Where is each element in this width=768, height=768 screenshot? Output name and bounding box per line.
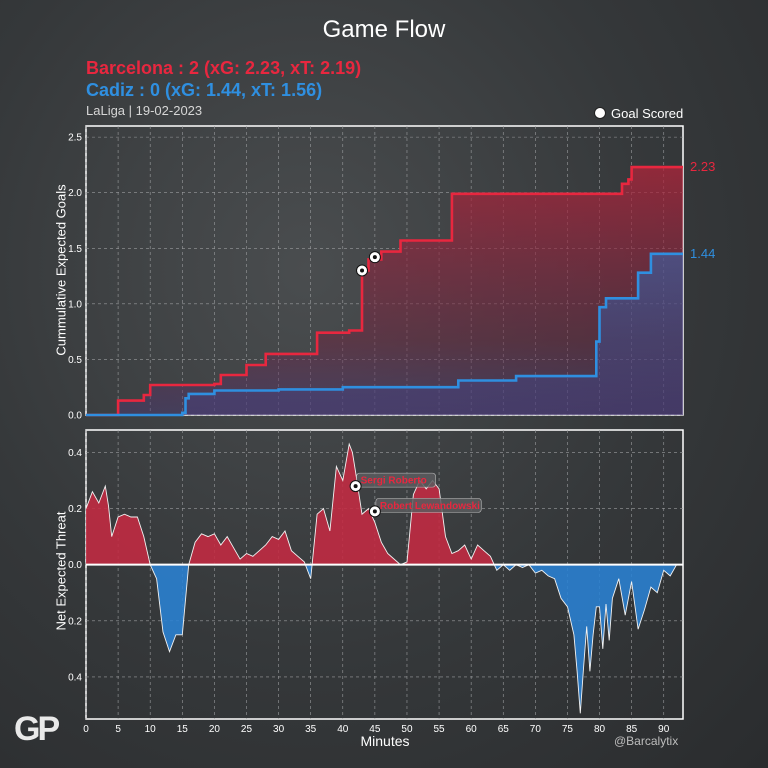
xg-lines: 2.23 1.44 xyxy=(86,159,715,417)
x-tick-label: 70 xyxy=(530,724,542,735)
goal-legend: Goal Scored xyxy=(594,106,683,121)
goal-annotation: Robert Lewandowski xyxy=(368,498,482,518)
bottom-y-tick-label: 0.4 xyxy=(68,448,82,459)
goal-scorer-label: Sergi Roberto xyxy=(361,476,427,487)
x-tick-label: 80 xyxy=(594,724,606,735)
xt-outline xyxy=(85,442,683,714)
xg-area-barcelona xyxy=(86,167,683,415)
goal-marker xyxy=(349,480,362,493)
goal-marker xyxy=(368,251,381,264)
chart-title: Game Flow xyxy=(322,16,446,43)
credit-handle: @Barcalytix xyxy=(614,734,679,748)
xg-areas xyxy=(86,167,683,415)
goal-marker xyxy=(368,505,381,518)
x-tick-label: 75 xyxy=(562,724,574,735)
xg-area-cadiz xyxy=(86,253,683,415)
away-team-summary: Cadiz : 0 (xG: 1.44, xT: 1.56) xyxy=(86,80,323,100)
xt-annotations: Sergi Roberto Robert Lewandowski xyxy=(349,472,482,518)
xg-end-label-barcelona: 2.23 xyxy=(690,159,715,174)
goal-markers xyxy=(356,251,381,277)
competition-date: LaLiga | 19-02-2023 xyxy=(86,103,203,118)
x-tick-label: 55 xyxy=(434,724,446,735)
top-y-tick-label: 2.5 xyxy=(68,133,82,144)
x-tick-label: 65 xyxy=(498,724,510,735)
x-tick-label: 10 xyxy=(145,724,157,735)
goal-legend-label: Goal Scored xyxy=(611,106,684,121)
goal-scorer-label: Robert Lewandowski xyxy=(380,501,480,512)
xt-area-cadiz xyxy=(86,564,683,714)
goal-marker xyxy=(356,264,369,277)
top-y-tick-label: 1.5 xyxy=(68,244,82,255)
x-tick-label: 0 xyxy=(83,724,89,735)
x-tick-label: 15 xyxy=(177,724,189,735)
top-y-tick-label: 0.0 xyxy=(68,411,82,422)
x-tick-label: 5 xyxy=(115,724,121,735)
bottom-y-tick-label: 0.2 xyxy=(68,504,82,515)
x-tick-label: 45 xyxy=(369,724,381,735)
football-icon xyxy=(594,107,606,119)
x-tick-label: 85 xyxy=(626,724,638,735)
xg-line-cadiz xyxy=(86,252,683,417)
x-tick-label: 50 xyxy=(401,724,413,735)
x-tick-label: 35 xyxy=(305,724,317,735)
bottom-y-tick-label: 0.4 xyxy=(68,672,82,683)
top-y-tick-label: 2.0 xyxy=(68,188,82,199)
x-axis-label: Minutes xyxy=(360,733,410,749)
xg-end-label-cadiz: 1.44 xyxy=(690,246,715,261)
x-tick-label: 40 xyxy=(337,724,349,735)
brand-logo: GP xyxy=(14,710,60,748)
axis-ticks: 0 5 10 15 20 25 30 35 40 45 50 55 60 65 70 75 80 85 90 0.0 0… xyxy=(68,133,670,735)
top-y-tick-label: 0.5 xyxy=(68,355,82,366)
goal-annotation: Sergi Roberto xyxy=(349,472,436,493)
x-tick-label: 90 xyxy=(658,724,670,735)
bottom-y-tick-label: 0.2 xyxy=(68,616,82,627)
xg-line-barcelona xyxy=(86,165,683,417)
home-team-summary: Barcelona : 2 (xG: 2.23, xT: 2.19) xyxy=(86,58,362,78)
x-tick-label: 20 xyxy=(209,724,221,735)
x-tick-label: 30 xyxy=(273,724,285,735)
x-tick-label: 60 xyxy=(466,724,478,735)
bottom-y-tick-label: 0.0 xyxy=(68,560,82,571)
top-y-tick-label: 1.0 xyxy=(68,299,82,310)
x-tick-label: 25 xyxy=(241,724,253,735)
